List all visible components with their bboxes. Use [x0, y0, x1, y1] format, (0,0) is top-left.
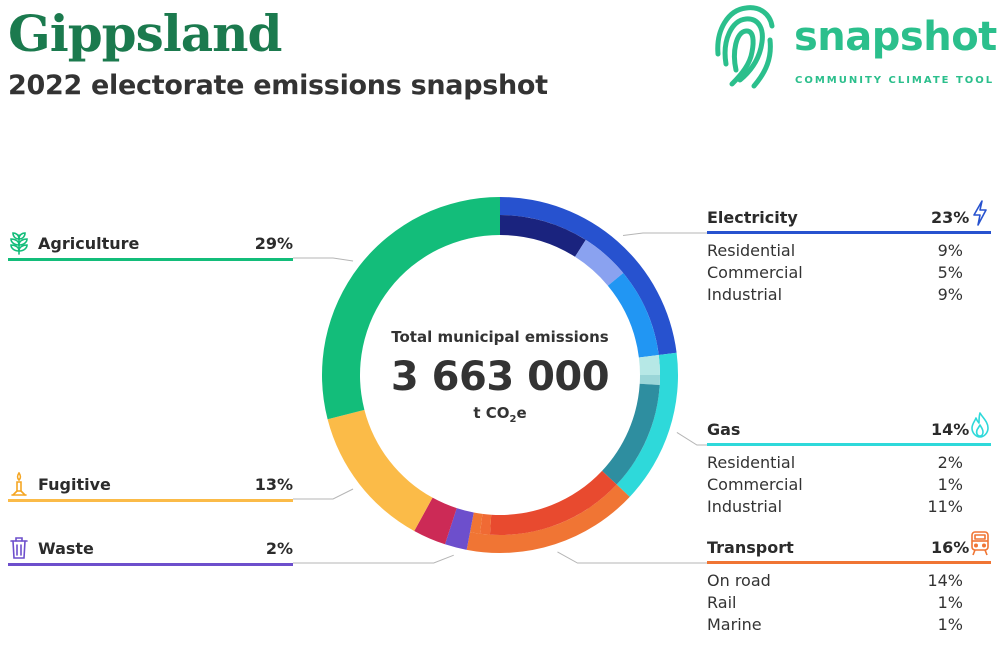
leader-line-fugitive: [293, 488, 354, 500]
donut-slice-other: [414, 497, 457, 545]
emissions-unit: t CO2e: [473, 404, 527, 425]
donut-subslice-electricity-residential: [500, 215, 586, 257]
donut-slice-agriculture: [322, 197, 500, 420]
legend-sub-commercial: Commercial 1%: [707, 475, 963, 497]
legend-sub-commercial: Commercial 5%: [707, 263, 963, 285]
legend-percent: 13%: [254, 475, 293, 494]
center-label: Total municipal emissions: [391, 328, 609, 346]
sub-percent: 9%: [937, 241, 963, 260]
legend-label: Agriculture: [38, 234, 140, 253]
train-icon: [971, 531, 989, 556]
sub-label: Residential: [707, 453, 796, 472]
legend-agriculture: Agriculture 29%: [8, 228, 293, 261]
sub-label: Rail: [707, 593, 737, 612]
legend-underline: [707, 443, 991, 446]
donut-subslice-gas-commercial: [639, 375, 660, 386]
legend-sub-industrial: Industrial 9%: [707, 285, 963, 307]
legend-percent: 14%: [931, 420, 970, 439]
donut-slice-fugitive: [327, 409, 433, 531]
donut-subslice-gas-residential: [638, 354, 660, 375]
page-subtitle: 2022 electorate emissions snapshot: [8, 70, 548, 101]
brand-name: snapshot: [794, 14, 997, 60]
donut-subslice-transport-marine: [470, 512, 483, 534]
donut-slice-waste: [444, 508, 474, 550]
brand-tagline: COMMUNITY CLIMATE TOOL: [795, 75, 995, 86]
legend-sub-on-road: On road 14%: [707, 571, 963, 593]
sub-label: Commercial: [707, 263, 803, 282]
sub-label: Marine: [707, 615, 762, 634]
sub-percent: 5%: [937, 263, 963, 282]
sub-percent: 1%: [937, 475, 963, 494]
legend-sub-rail: Rail 1%: [707, 593, 963, 615]
bin-icon: [10, 537, 28, 559]
leader-line-transport: [557, 551, 707, 564]
leader-line-gas: [676, 432, 707, 446]
sprout-icon: [10, 232, 28, 255]
legend-underline: [707, 231, 991, 234]
sub-label: Industrial: [707, 497, 783, 516]
sub-percent: 14%: [927, 571, 963, 590]
donut-slice-electricity: [500, 197, 677, 355]
legend-percent: 29%: [254, 234, 293, 253]
donut-subslice-transport-on-road: [489, 470, 617, 535]
sub-percent: 1%: [937, 615, 963, 634]
leader-line-waste: [293, 554, 454, 564]
legend-fugitive: Fugitive 13%: [8, 469, 293, 502]
legend-underline: [8, 499, 293, 502]
total-emissions-value: 3 663 000: [390, 354, 610, 400]
legend-underline: [8, 258, 293, 261]
legend-percent: 23%: [931, 208, 970, 227]
sub-label: On road: [707, 571, 771, 590]
legend-sub-residential: Residential 9%: [707, 241, 963, 263]
donut-subslice-transport-rail: [479, 513, 492, 535]
donut-subslice-gas-industrial: [602, 383, 660, 485]
legend-waste: Waste 2%: [8, 533, 293, 566]
legend-label: Gas: [707, 420, 741, 439]
sub-percent: 11%: [927, 497, 963, 516]
brand-logo: snapshot COMMUNITY CLIMATE TOOL: [712, 0, 1000, 92]
leader-line-agriculture: [293, 257, 354, 262]
legend-percent: 2%: [265, 539, 293, 558]
leader-line-electricity: [622, 232, 707, 236]
legend-label: Transport: [707, 538, 794, 557]
donut-subslice-electricity-industrial: [607, 273, 659, 358]
lightning-icon: [973, 200, 987, 226]
page-title: Gippsland: [8, 4, 282, 63]
sub-percent: 1%: [937, 593, 963, 612]
sub-label: Commercial: [707, 475, 803, 494]
legend-sub-marine: Marine 1%: [707, 615, 963, 637]
sub-percent: 9%: [937, 285, 963, 304]
donut-slice-gas: [616, 352, 678, 497]
sub-label: Residential: [707, 241, 796, 260]
donut-subslice-electricity-commercial: [575, 239, 624, 286]
flare-icon: [11, 472, 27, 496]
legend-label: Electricity: [707, 208, 798, 227]
legend-percent: 16%: [931, 538, 970, 557]
sub-percent: 2%: [937, 453, 963, 472]
legend-sub-industrial: Industrial 11%: [707, 497, 963, 519]
flame-icon: [971, 412, 989, 438]
legend-underline: [707, 561, 991, 564]
legend-sub-residential: Residential 2%: [707, 453, 963, 475]
legend-label: Fugitive: [38, 475, 111, 494]
donut-slice-transport: [466, 484, 630, 553]
fingerprint-icon: [715, 5, 775, 89]
sub-label: Industrial: [707, 285, 783, 304]
legend-label: Waste: [38, 539, 94, 558]
legend-underline: [8, 563, 293, 566]
